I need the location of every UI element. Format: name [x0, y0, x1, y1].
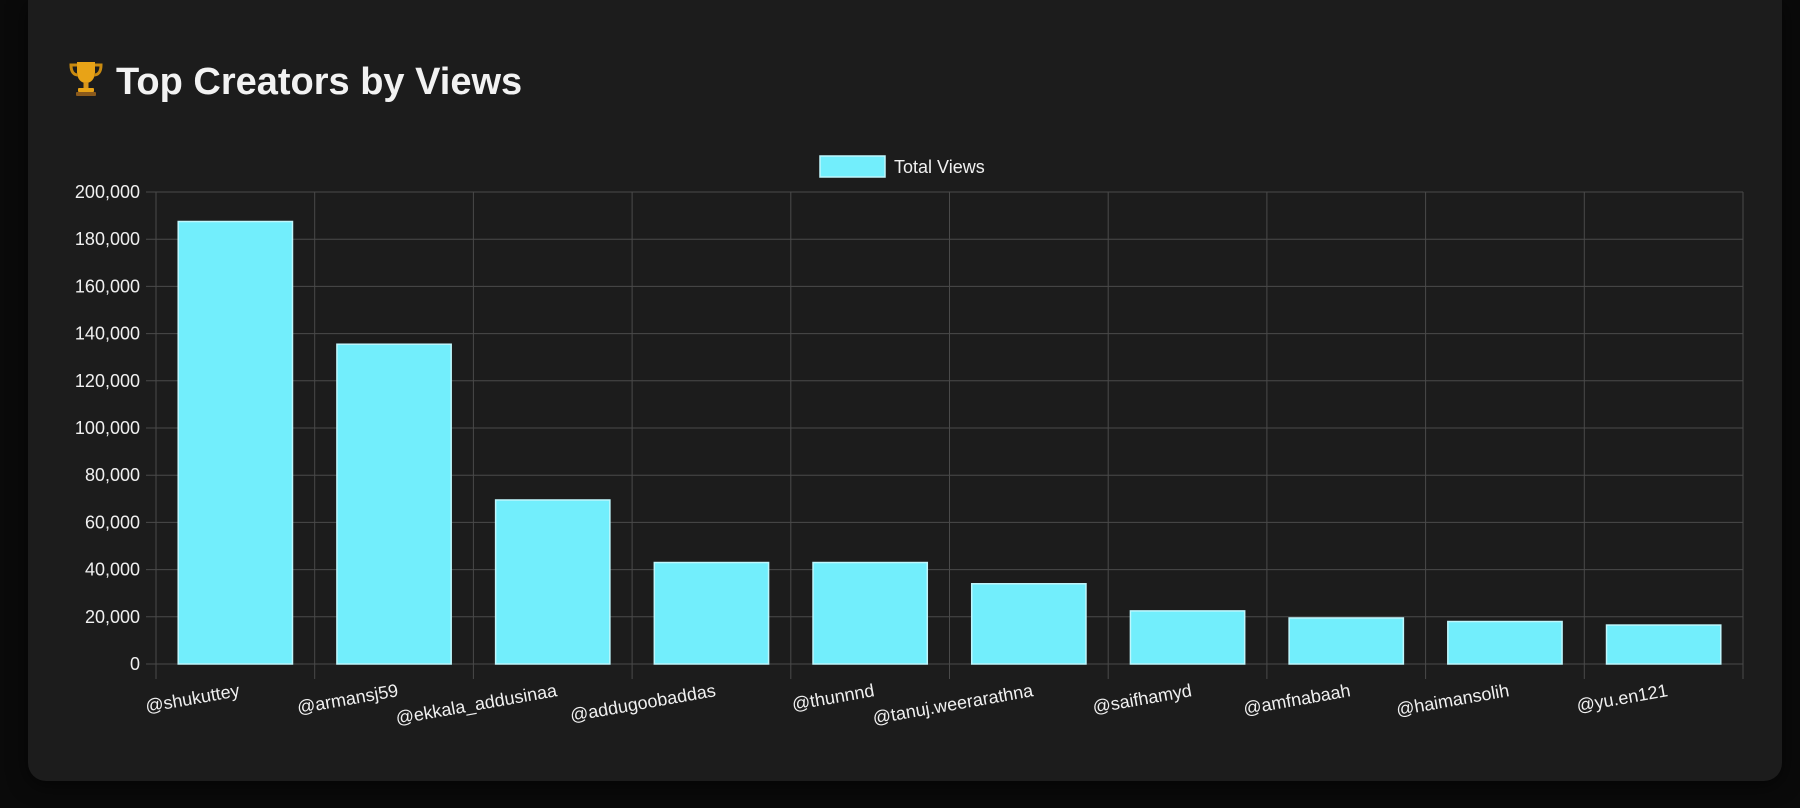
y-tick-label: 80,000 [85, 465, 140, 485]
bar-armansj59[interactable] [336, 343, 452, 665]
trophy-icon [69, 62, 103, 96]
y-tick-label: 180,000 [75, 229, 140, 249]
x-tick-label: @haimansolih [1395, 680, 1511, 720]
y-tick-label: 160,000 [75, 276, 140, 296]
y-tick-label: 20,000 [85, 607, 140, 627]
bar-thunnnd[interactable] [812, 561, 929, 665]
x-tick-label: @thunnnd [790, 680, 876, 714]
bar-shukuttey[interactable] [177, 220, 294, 665]
x-axis-ticks: @shukuttey @armansj59@ekkala_addusinaa @ad… [144, 680, 1670, 729]
y-tick-label: 0 [130, 654, 140, 674]
bar-tanuj-weerarathna[interactable] [970, 583, 1087, 665]
x-tick-label: @tanuj.weerarathna [871, 680, 1035, 728]
bar-ekkala-addusinaa[interactable] [494, 499, 611, 665]
bar-amfnabaah[interactable] [1288, 617, 1405, 665]
y-tick-label: 60,000 [85, 512, 140, 532]
bar-saifhamyd[interactable] [1129, 610, 1246, 665]
bar-yu-en121[interactable] [1605, 624, 1722, 665]
y-tick-label: 200,000 [75, 182, 140, 202]
legend-swatch[interactable] [819, 155, 886, 178]
y-tick-label: 120,000 [75, 371, 140, 391]
bar-haimansolih[interactable] [1447, 620, 1563, 665]
y-axis-ticks: 0 20,000 40,000 60,000 80,000 100,000 120,000 1… [75, 182, 140, 674]
bars [177, 220, 1722, 665]
chart-title: Top Creators by Views [116, 61, 523, 103]
x-tick-label: @armansj59 [295, 680, 399, 717]
y-tick-label: 140,000 [75, 324, 140, 344]
chart-title-heading: Top Creators by Views [66, 58, 522, 104]
x-tick-label: @ekkala_addusinaa [394, 680, 560, 729]
y-tick-label: 100,000 [75, 418, 140, 438]
x-tick-label: @saifhamyd [1091, 680, 1193, 717]
x-tick-label: @amfnabaah [1242, 680, 1352, 719]
y-tick-label: 40,000 [85, 560, 140, 580]
legend-label[interactable]: Total Views [894, 157, 985, 177]
legend[interactable]: Total Views [819, 155, 985, 178]
x-tick-label: @addugoobaddas [569, 680, 718, 725]
x-tick-label: @shukuttey [144, 680, 241, 716]
x-tick-label: @yu.en121 [1575, 680, 1669, 716]
bar-addugoobaddas[interactable] [653, 561, 770, 665]
